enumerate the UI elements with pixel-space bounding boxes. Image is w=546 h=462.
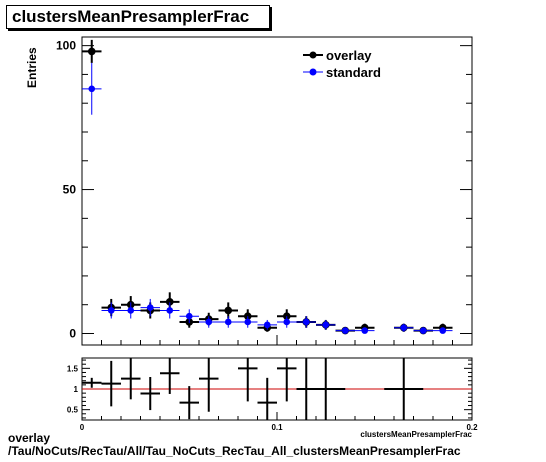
x-axis-label: clustersMeanPresamplerFrac [360,430,472,439]
ratio-y-tick-label: 1 [74,385,79,394]
main-frame-rect [81,36,473,346]
series-standard-point [166,307,174,314]
series-standard-point [341,327,349,334]
series-standard-point [205,318,213,326]
legend: overlay standard [303,48,381,80]
series-standard-point [146,304,154,311]
series-standard-point [88,85,96,93]
legend-label-overlay: overlay [326,48,372,63]
ratio-y-tick-label: 0.5 [67,406,79,415]
series-standard-point [419,327,427,334]
legend-label-standard: standard [326,65,381,80]
footer-line-2: /Tau/NoCuts/RecTau/All/Tau_NoCuts_RecTau… [8,444,461,458]
chart-title: clustersMeanPresamplerFrac [6,5,270,29]
series-standard-point [127,307,135,314]
series-standard-point [224,318,232,326]
series-overlay-point [165,298,174,306]
series-standard-point [302,318,310,326]
series-standard-point [185,312,193,320]
ratio-y-tick-label: 1.5 [67,364,79,373]
y-tick-label: 0 [69,326,76,340]
series-standard-point [322,321,330,329]
ratio-x-tick-label: 0.2 [466,423,478,432]
series-standard-point [107,307,115,314]
y-tick-label: 100 [56,39,76,53]
main-plot-data [82,39,453,335]
main-plot-axes: 0 50 100 [56,39,473,345]
series-standard-point [439,327,447,334]
main-plot-frame [81,36,473,346]
legend-marker-standard [309,68,317,76]
ratio-x-tick-label: 0 [80,423,85,432]
series-standard-point [283,318,291,326]
series-standard-point [244,318,252,326]
series-standard-point [263,321,271,329]
series-standard-point [361,327,369,334]
series-overlay-point [87,47,96,56]
ratio-plot-data [82,358,472,420]
series-standard-point [400,324,408,332]
ratio-x-tick-label: 0.1 [271,423,283,432]
series-overlay-point [224,306,233,315]
footer-line-1: overlay [8,431,51,445]
legend-marker-overlay [309,51,317,59]
footer-label: overlay /Tau/NoCuts/RecTau/All/Tau_NoCut… [8,432,461,458]
y-tick-label: 50 [63,183,77,197]
